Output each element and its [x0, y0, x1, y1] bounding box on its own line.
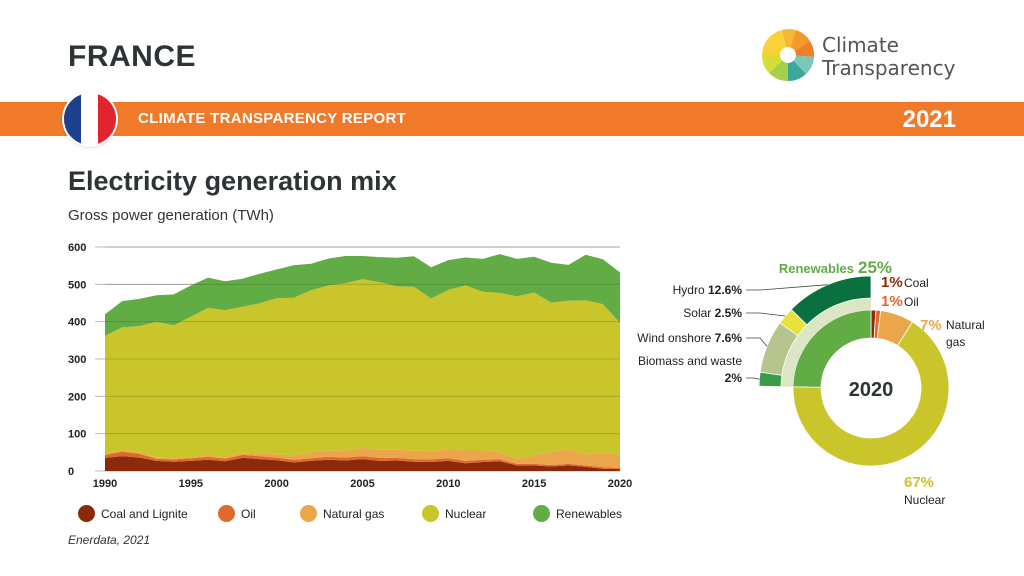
legend-item: Natural gas — [300, 505, 384, 522]
report-title: CLIMATE TRANSPARENCY REPORT — [138, 110, 407, 127]
y-tick-label: 100 — [68, 429, 86, 441]
leader-line — [746, 377, 760, 380]
label-coal-pct: 1% — [881, 274, 903, 291]
leader-line — [746, 312, 786, 317]
renewables-band — [781, 298, 871, 387]
legend-swatch — [218, 505, 235, 522]
breakdown-slice-wind-onshore — [759, 322, 799, 376]
x-tick-label: 2000 — [264, 478, 288, 490]
label-oil-name: Oil — [904, 295, 919, 309]
electricity-area-chart: 0 100 200 300 400 500 600 1990 1995 2000 2005 2010 2… — [68, 242, 632, 490]
donut-center-year: 2020 — [849, 379, 894, 401]
label-oil-pct: 1% — [881, 293, 903, 310]
area-series-natural-gas — [105, 447, 620, 468]
donut-slice-nuclear — [792, 321, 950, 467]
chart-legend: Coal and Lignite Oil Natural gas Nuclear Ren… — [78, 505, 638, 525]
legend-label: Nuclear — [445, 506, 487, 521]
breakdown-slice-biomass-and-waste — [758, 371, 783, 388]
breakdown-label-biomass-pct: 2% — [725, 371, 743, 385]
x-tick-label: 2015 — [522, 478, 546, 490]
leader-line — [746, 284, 828, 291]
y-tick-label: 400 — [68, 317, 86, 329]
y-tick-label: 200 — [68, 391, 86, 403]
label-renewables-pct: 25% — [858, 258, 892, 277]
legend-label: Natural gas — [323, 506, 385, 521]
legend-label: Coal and Lignite — [101, 506, 188, 521]
label-gas-name-2: gas — [946, 335, 965, 349]
legend-label: Renewables — [556, 506, 623, 521]
legend-swatch — [533, 505, 550, 522]
label-nuclear-pct: 67% — [904, 474, 934, 491]
breakdown-label: Wind onshore 7.6% — [637, 331, 742, 345]
area-series-renewables — [105, 254, 620, 336]
legend-item: Renewables — [533, 505, 622, 522]
x-tick-label: 2020 — [608, 478, 632, 490]
label-renewables-name: Renewables — [779, 261, 854, 276]
x-tick-label: 2005 — [350, 478, 374, 490]
legend-item: Nuclear — [422, 505, 486, 522]
legend-swatch — [300, 505, 317, 522]
label-nuclear-name: Nuclear — [904, 493, 945, 507]
donut-slice-renewables — [792, 309, 872, 388]
label-gas-name-1: Natural — [946, 318, 985, 332]
breakdown-label: Solar 2.5% — [683, 306, 742, 320]
breakdown-slice-hydro — [790, 275, 872, 326]
breakdown-label-biomass-name: Biomass and waste — [638, 354, 742, 368]
report-banner: CLIMATE TRANSPARENCY REPORT 2021 — [0, 102, 1024, 136]
legend-item: Oil — [218, 505, 256, 522]
breakdown-slice-solar — [779, 308, 808, 337]
source-note: Enerdata, 2021 — [68, 533, 151, 547]
legend-label: Oil — [241, 506, 256, 521]
x-tick-label: 1995 — [179, 478, 203, 490]
breakdown-label: Hydro 12.6% — [673, 283, 743, 297]
report-year: 2021 — [902, 106, 956, 133]
area-series-nuclear — [105, 279, 620, 460]
x-tick-label: 2010 — [436, 478, 460, 490]
legend-swatch — [422, 505, 439, 522]
france-flag-icon — [64, 93, 116, 145]
y-tick-label: 600 — [68, 242, 86, 254]
y-tick-label: 0 — [68, 466, 74, 478]
chart-subtitle: Gross power generation (TWh) — [68, 207, 274, 224]
x-tick-label: 1990 — [93, 478, 117, 490]
area-series-coal-and-lignite — [105, 456, 620, 471]
leader-line — [746, 337, 768, 347]
y-tick-label: 300 — [68, 354, 86, 366]
climate-transparency-logo: Climate Transparency — [758, 24, 978, 86]
logo-line-2: Transparency — [822, 56, 956, 80]
logo-sunburst-icon — [761, 29, 815, 82]
label-coal-name: Coal — [904, 276, 929, 290]
logo-line-1: Climate — [822, 33, 899, 57]
y-tick-label: 500 — [68, 279, 86, 291]
legend-swatch — [78, 505, 95, 522]
legend-item: Coal and Lignite — [78, 505, 188, 522]
label-gas-pct: 7% — [920, 317, 942, 334]
country-title: FRANCE — [68, 40, 196, 73]
chart-title: Electricity generation mix — [68, 166, 397, 196]
